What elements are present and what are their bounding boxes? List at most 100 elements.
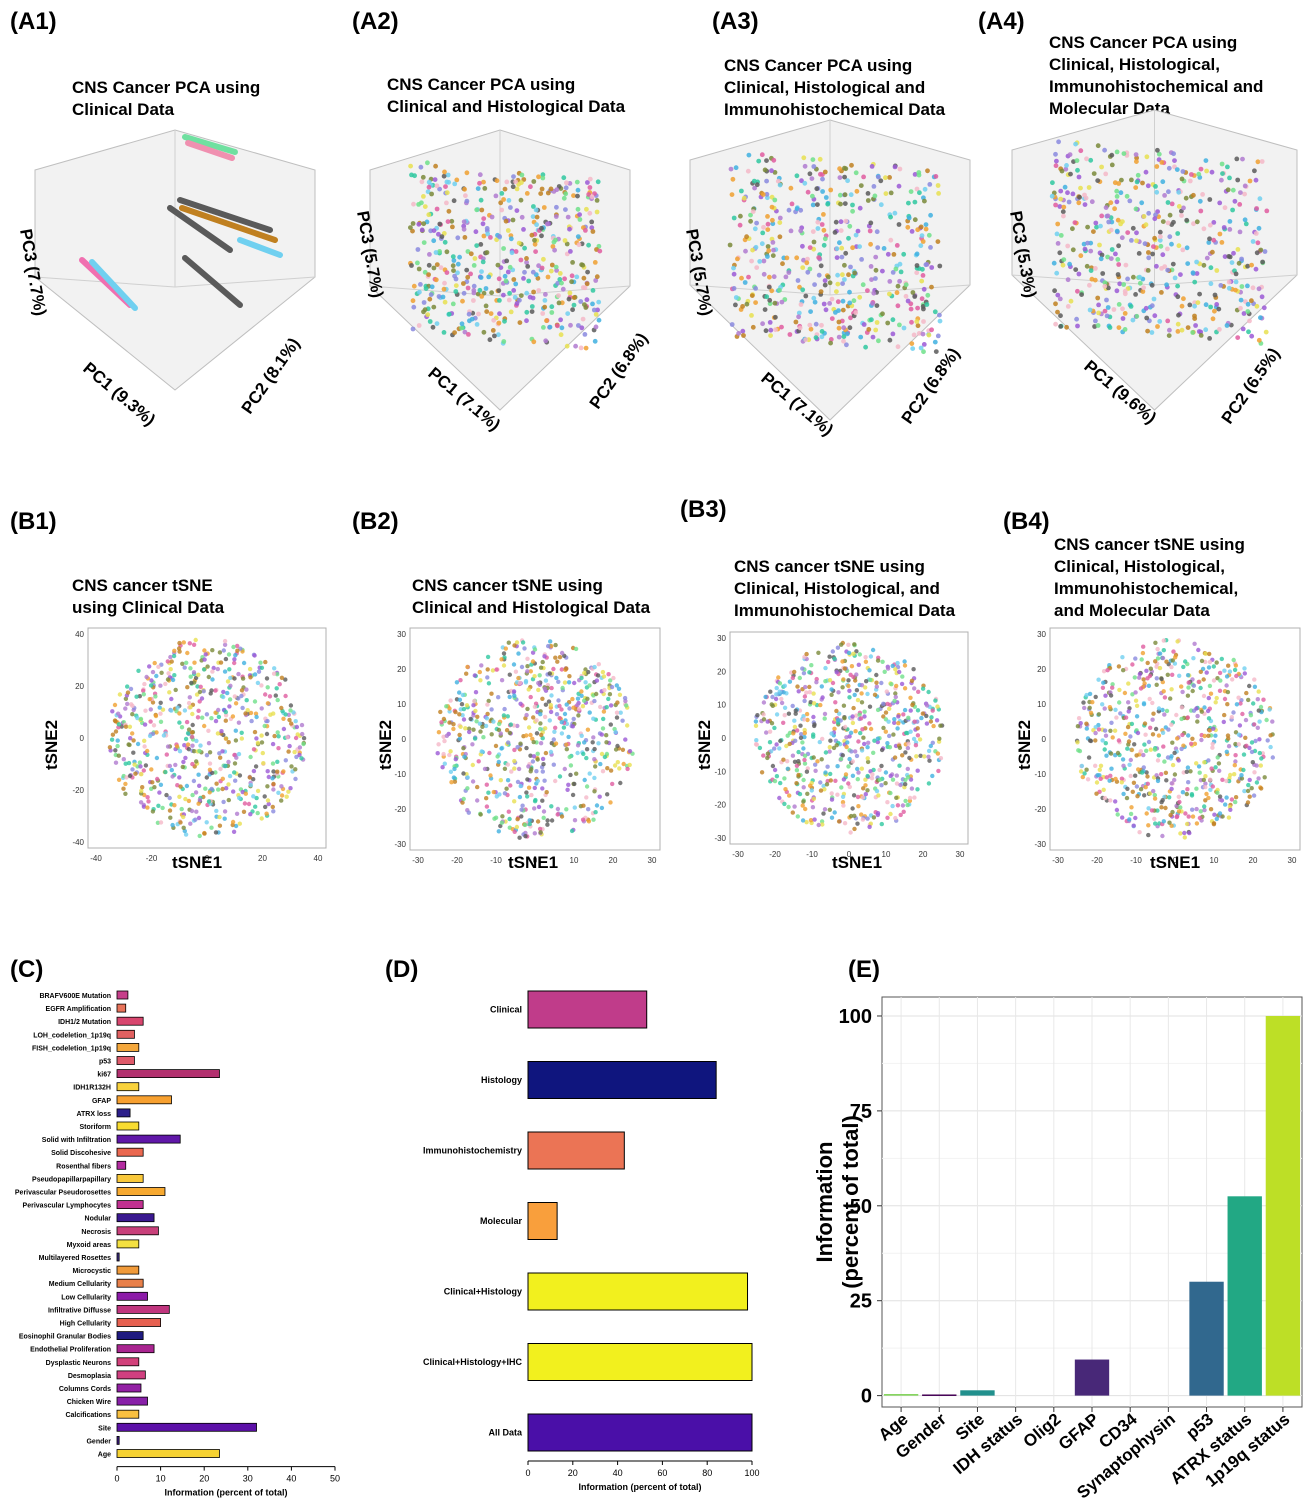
pca-point [845,178,850,184]
pca-point [1104,313,1110,319]
tsne-xtick: 0 [847,850,852,859]
pca-point [1116,302,1122,307]
pca-point [1133,185,1139,191]
tsne-point [1194,706,1199,711]
tsne-point [174,744,180,749]
tsne-point [781,757,786,762]
tsne-point [1108,773,1113,778]
pca-point [834,246,840,252]
pca-point [802,180,808,186]
pca-point [1172,275,1178,281]
tsne-point [259,740,265,745]
tsne-point [184,719,190,725]
pca-point [1125,276,1130,282]
tsne-point [217,650,223,655]
tsne-point [549,685,554,691]
tsne-point [206,741,212,746]
c-bar [116,1435,120,1445]
pca-point [577,212,582,218]
tsne-point [462,754,467,759]
pca-point [1262,249,1268,254]
tsne-point [1107,778,1112,783]
tsne-point [608,800,613,805]
pca-point [751,178,757,184]
pca-point [1217,327,1222,332]
pca-strand [179,205,278,243]
pca-point [596,317,602,323]
tsne-point [157,705,162,710]
tsne-point [167,808,173,813]
pca-point [1256,286,1262,292]
tsne-point [1178,805,1183,810]
pca-point [524,309,530,315]
tsne-xtick: 30 [648,856,657,865]
tsne-point [448,698,453,703]
tsne-point [225,690,230,696]
tsne-ytick: 10 [397,700,406,709]
tsne-point [170,822,175,828]
pca-point [735,256,740,262]
tsne-point [584,795,589,800]
tsne-point [1198,685,1203,691]
pca-point [1175,294,1181,300]
tsne-point [253,804,258,809]
tsne-point [601,674,607,679]
tsne-point [530,759,536,764]
pca-point [558,332,564,338]
tsne-xtick: -10 [490,856,502,865]
pca-point [1113,251,1118,257]
pca-point [1240,156,1245,162]
pca-point [1209,169,1215,175]
tsne-point [1135,730,1141,736]
d-bar [527,1131,625,1170]
pca-point [823,307,829,313]
tsne-point [1132,675,1138,680]
tsne-point [1211,678,1217,683]
pca-point [477,287,483,293]
pca-point [1197,291,1202,297]
tsne-point [451,726,456,732]
tsne-point [226,782,231,787]
tsne-point [774,692,779,697]
pca-point [459,321,465,327]
pca-point [1179,176,1185,182]
pca-point [917,190,922,196]
tsne-point [457,732,462,738]
pca-point [1210,249,1215,255]
tsne-point [1126,700,1131,705]
pca-point [740,304,745,309]
pca-point [586,192,592,197]
pca-point [909,341,915,346]
pca-point [518,257,524,263]
tsne-point [835,792,840,797]
tsne-point [530,736,535,741]
tsne-xtick: -20 [451,856,463,865]
tsne-point [868,677,873,683]
tsne-point [475,798,480,803]
tsne-point [283,693,288,699]
tsne-point [254,714,259,720]
c-bar [116,1121,140,1131]
pca-point [799,178,804,184]
tsne-point [833,778,838,783]
tsne-point [191,778,197,784]
pca-point [1145,328,1150,334]
pca-point [1245,301,1251,307]
tsne-point [865,816,870,821]
tsne-point [855,777,860,782]
tsne-point [608,768,614,773]
pca-point [1111,307,1117,312]
pca-point [1249,333,1255,339]
pca-point [1198,333,1204,338]
tsne-point [570,792,576,798]
pca-point [748,218,753,224]
b4-ylabel: tSNE2 [1015,720,1034,770]
tsne-point [1145,660,1150,666]
tsne-point [545,818,550,823]
tsne-point [150,669,156,675]
pca-point [815,226,821,231]
pca-point [920,304,926,309]
tsne-point [905,766,910,772]
tsne-point [218,660,224,665]
tsne-point [1201,677,1206,682]
